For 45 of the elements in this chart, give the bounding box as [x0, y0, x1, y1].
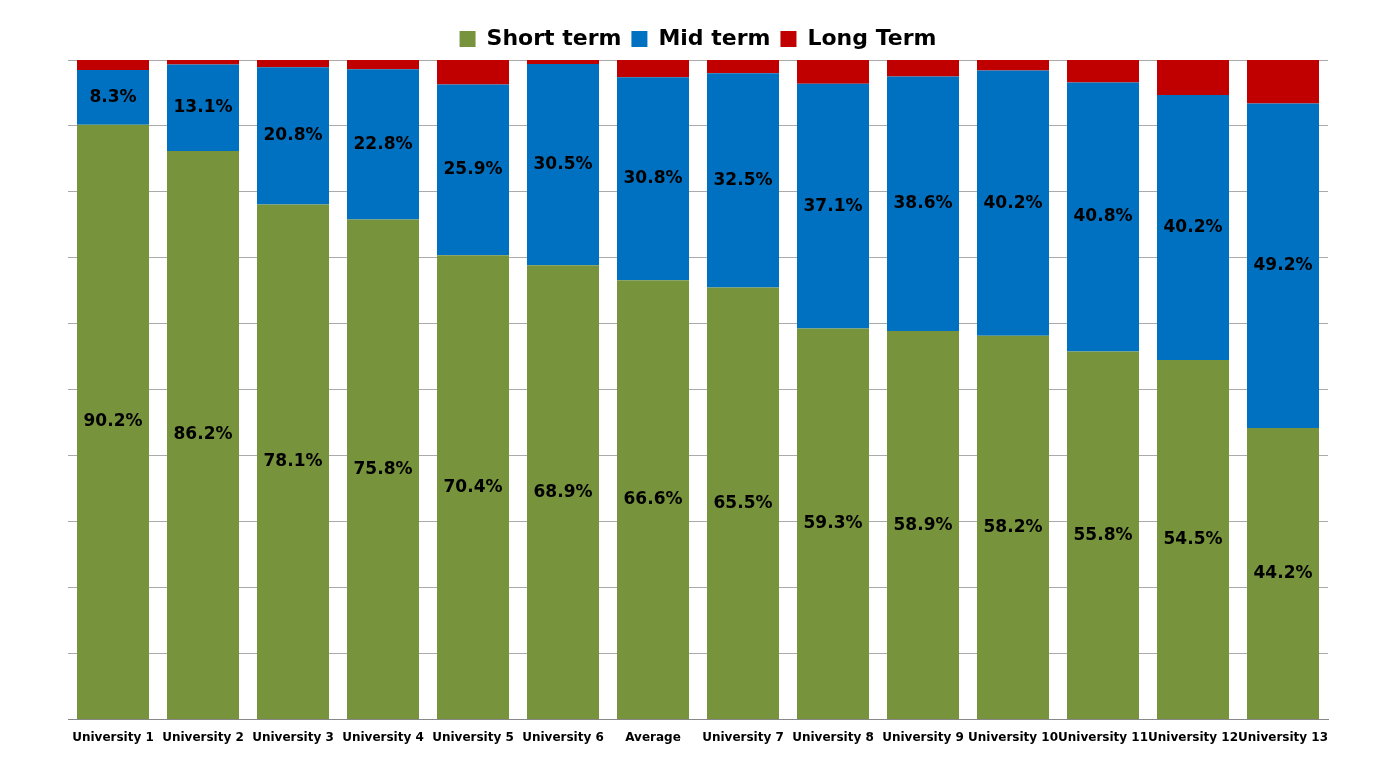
data-label: 86.2%	[173, 423, 233, 444]
data-label: 78.1%	[263, 450, 323, 471]
x-tick-label: University 4	[342, 729, 424, 744]
legend-label: Short term	[486, 24, 622, 50]
data-label: 54.5%	[1163, 528, 1223, 549]
data-label: 32.5%	[713, 168, 773, 189]
data-label: 68.9%	[533, 480, 593, 501]
x-tick-label: University 2	[162, 729, 244, 744]
data-label: 37.1%	[803, 194, 863, 215]
data-label: 90.2%	[83, 410, 143, 431]
x-tick-label: University 1	[72, 729, 154, 744]
x-tick-label: Average	[625, 729, 681, 744]
x-tick-label: University 3	[252, 729, 334, 744]
data-label: 25.9%	[443, 158, 503, 179]
x-tick-label: University 5	[432, 729, 514, 744]
x-tick-label: University 10	[968, 729, 1058, 744]
data-label: 13.1%	[173, 96, 233, 117]
data-label: 59.3%	[803, 512, 863, 533]
x-tick-label: University 13	[1238, 729, 1328, 744]
data-label: 44.2%	[1253, 562, 1313, 582]
data-label: 58.9%	[893, 513, 953, 534]
data-label: 66.6%	[623, 488, 683, 509]
data-label: 30.5%	[533, 152, 593, 173]
x-tick-label: University 9	[882, 729, 964, 744]
data-label: 38.6%	[893, 192, 953, 213]
data-label: 8.3%	[89, 85, 137, 106]
legend-label: Mid term	[658, 24, 771, 50]
x-tick-label: University 11	[1058, 729, 1148, 744]
data-label: 40.8%	[1073, 205, 1133, 226]
x-tick-label: University 6	[522, 729, 604, 744]
x-tick-label: University 12	[1148, 729, 1238, 744]
data-label: 75.8%	[353, 457, 413, 478]
data-label: 55.8%	[1073, 523, 1133, 544]
x-tick-label: University 8	[792, 729, 874, 744]
data-label: 30.8%	[623, 167, 683, 188]
data-label: 20.8%	[263, 124, 323, 145]
data-label: 40.2%	[983, 191, 1043, 212]
data-label: 40.2%	[1163, 215, 1223, 236]
data-label: 70.4%	[443, 475, 503, 496]
legend-label: Long Term	[807, 24, 937, 50]
data-label: 58.2%	[983, 515, 1043, 536]
data-label: 65.5%	[713, 491, 773, 512]
x-tick-label: University 7	[702, 729, 784, 744]
data-label: 49.2%	[1253, 254, 1313, 275]
data-label: 22.8%	[353, 132, 413, 153]
